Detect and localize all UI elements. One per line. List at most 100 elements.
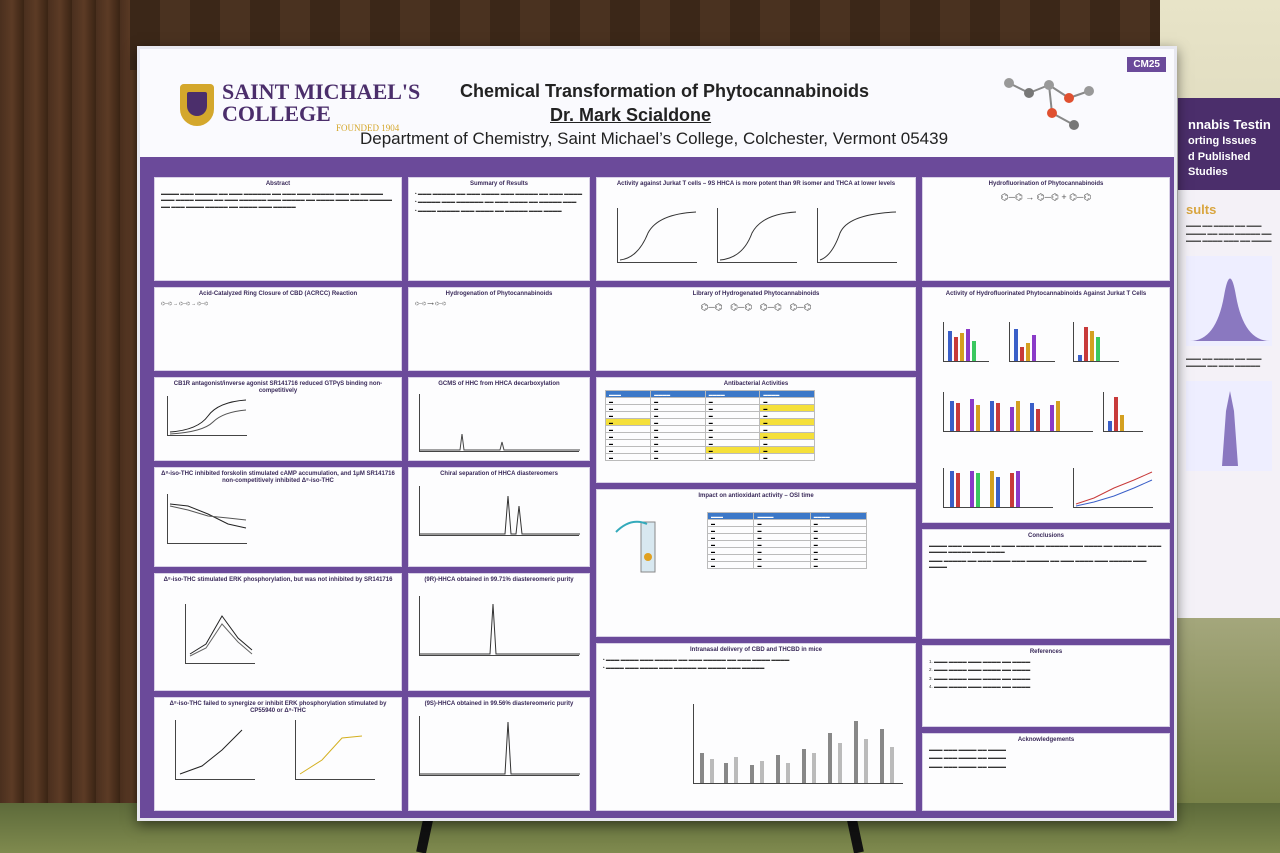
bar <box>734 757 738 783</box>
atp-48h-graph <box>1009 322 1055 362</box>
bar <box>950 471 954 507</box>
bar <box>724 763 728 783</box>
panel-text: ⌬─⌬ ⌬─⌬ ⌬─⌬ ⌬─⌬ <box>700 302 812 313</box>
bar <box>1026 343 1030 361</box>
panel-title: Intranasal delivery of CBD and THCBD in … <box>689 647 823 653</box>
bar <box>970 471 974 507</box>
bar <box>786 763 790 783</box>
bar <box>812 753 816 783</box>
panel-title: Antibacterial Activities <box>723 381 789 387</box>
bar <box>776 755 780 783</box>
panel-title: Library of Hydrogenated Phytocannabinoid… <box>692 291 820 297</box>
side-poster-sub1: orting Issues <box>1188 135 1257 148</box>
panel-references: References 1. ▬▬▬ ▬▬▬▬ ▬▬▬ ▬▬▬▬ ▬▬ ▬▬▬▬ … <box>922 645 1170 727</box>
bar <box>854 721 858 783</box>
side-poster-histogram-1 <box>1186 255 1272 346</box>
panel-text: 2. ▬▬▬ ▬▬▬▬ ▬▬▬ ▬▬▬▬ ▬▬ ▬▬▬▬ <box>929 667 1031 673</box>
bar <box>1016 401 1020 431</box>
college-shield-icon <box>180 84 214 126</box>
gcms-spectrum <box>419 394 580 452</box>
panel-title: GCMS of HHC from HHCA decarboxylation <box>438 381 560 387</box>
panel-title: Hydrogenation of Phytocannabinoids <box>445 291 553 297</box>
bar <box>960 333 964 361</box>
poster-header: SAINT MICHAEL'S COLLEGE FOUNDED 1904 Che… <box>140 49 1174 157</box>
bar <box>880 729 884 783</box>
panel-title: Activity against Jurkat T cells – 9S HHC… <box>616 181 896 187</box>
bar <box>1030 403 1034 431</box>
side-poster-text-block-2: ▬▬▬ ▬▬ ▬▬▬▬ ▬▬ ▬▬▬ ▬▬▬▬ ▬▬ ▬▬▬ ▬▬▬▬▬ <box>1186 355 1262 370</box>
poster-title: Chemical Transformation of Phytocannabin… <box>460 81 870 101</box>
bar <box>700 753 704 783</box>
panel-antibacterial: Antibacterial Activities ▬▬▬ ▬▬▬▬ ▬▬▬▬ ▬▬▬▬… <box>596 377 916 483</box>
panel-jurkat: Activity against Jurkat T cells – 9S HHC… <box>596 177 916 281</box>
panel-purity-9r: (9R)-HHCA obtained in 99.71% diastereome… <box>408 573 590 691</box>
panel-hydrogenation: Hydrogenation of Phytocannabinoids ⌬─⌬ ⟶… <box>408 287 590 371</box>
panel-intranasal: Intranasal delivery of CBD and THCBD in … <box>596 643 916 811</box>
panel-title: Δ⁸-iso-THC failed to synergize or inhibi… <box>169 701 387 715</box>
panel-text: 1. ▬▬▬ ▬▬▬▬ ▬▬▬ ▬▬▬▬ ▬▬ ▬▬▬▬ <box>929 659 1031 665</box>
bar <box>890 747 894 783</box>
bar <box>954 337 958 361</box>
bar <box>828 733 832 783</box>
panel-text: ▬▬▬ ▬▬▬ ▬▬▬▬ ▬▬ ▬▬▬▬ <box>929 747 1007 753</box>
panel-title: CB1R antagonist/inverse agonist SR141716… <box>173 381 383 395</box>
bar <box>1108 421 1112 431</box>
bar <box>950 401 954 431</box>
purity-chromatogram-2 <box>419 716 580 776</box>
bar <box>838 743 842 783</box>
panel-acknowledgements: Acknowledgements ▬▬▬ ▬▬▬ ▬▬▬▬ ▬▬ ▬▬▬▬ ▬▬… <box>922 733 1170 811</box>
panel-title: Acid-Catalyzed Ring Closure of CBD (ACRC… <box>198 291 358 297</box>
bar <box>1056 401 1060 431</box>
bar <box>760 761 764 783</box>
panel-title: Activity of Hydrofluorinated Phytocannab… <box>945 291 1147 297</box>
panel-fluorinated-activity: Activity of Hydrofluorinated Phytocannab… <box>922 287 1170 523</box>
bar <box>972 341 976 361</box>
forskolin-graph <box>167 494 247 544</box>
bar <box>1032 335 1036 361</box>
panel-text: • ▬▬▬▬▬ ▬▬▬ ▬▬▬▬▬▬ ▬▬ ▬▬▬ ▬▬▬▬ ▬▬ ▬▬▬▬▬ … <box>415 199 577 205</box>
bar <box>710 759 714 783</box>
panel-hydrofluorination: Hydrofluorination of Phytocannabinoids ⌬… <box>922 177 1170 281</box>
poster-author: Dr. Mark Scialdone <box>550 105 712 125</box>
bar <box>990 471 994 507</box>
bar <box>976 473 980 507</box>
panel-title: Conclusions <box>1027 533 1064 539</box>
bar <box>864 739 868 783</box>
panel-text: ▬▬▬▬ ▬▬▬ ▬▬▬▬▬▬ ▬▬ ▬▬▬ ▬▬▬▬ ▬▬ ▬▬▬▬▬ ▬▬▬… <box>929 543 1162 555</box>
panel-text: ▬▬▬ ▬▬▬ ▬▬▬▬ ▬▬ ▬▬▬▬ <box>929 755 1007 761</box>
panel-antioxidant: Impact on antioxidant activity – OSI tim… <box>596 489 916 637</box>
molecule-icon <box>1004 78 1094 130</box>
panel-text: • ▬▬▬▬ ▬▬▬ ▬▬▬▬ ▬▬▬ ▬▬▬▬▬ ▬▬ ▬▬▬▬ ▬▬▬ ▬▬… <box>603 665 765 671</box>
bar <box>956 473 960 507</box>
panel-library: Library of Hydrogenated Phytocannabinoid… <box>596 287 916 371</box>
panel-conclusions: Conclusions ▬▬▬▬ ▬▬▬ ▬▬▬▬▬▬ ▬▬ ▬▬▬ ▬▬▬▬ … <box>922 529 1170 639</box>
synergize-graph-2 <box>295 720 375 780</box>
panel-title: Impact on antioxidant activity – OSI tim… <box>698 493 814 499</box>
purity-chromatogram-1 <box>419 596 580 656</box>
bar-graph-48h <box>943 468 1053 508</box>
side-poster: nnabis Testin orting Issues d Published … <box>1176 98 1280 618</box>
line-graph <box>1073 468 1153 508</box>
jurkat-graph-3 <box>817 208 897 263</box>
panel-synergize: Δ⁸-iso-THC failed to synergize or inhibi… <box>154 697 402 811</box>
side-poster-text-block: ▬▬▬ ▬▬ ▬▬▬▬ ▬▬ ▬▬▬ ▬▬▬▬ ▬▬ ▬▬▬ ▬▬▬▬▬ ▬▬ … <box>1186 223 1272 245</box>
bar <box>1010 473 1014 507</box>
panel-title: Δ⁸-iso-THC inhibited forskolin stimulate… <box>161 471 395 485</box>
logo-founded: FOUNDED 1904 <box>336 123 400 133</box>
cell-death-graph <box>1073 322 1119 362</box>
bar <box>956 403 960 431</box>
conference-badge: CM25 <box>1127 57 1166 72</box>
bar <box>996 403 1000 431</box>
synergize-graph-1 <box>175 720 255 780</box>
panel-title: Summary of Results <box>469 181 529 187</box>
panel-text: • ▬▬▬ ▬▬▬▬▬ ▬▬ ▬▬▬ ▬▬▬▬ ▬▬▬ ▬▬▬▬▬ ▬▬ ▬▬▬… <box>415 191 583 197</box>
research-poster: SAINT MICHAEL'S COLLEGE FOUNDED 1904 Che… <box>137 46 1177 821</box>
bar <box>990 401 994 431</box>
bar <box>1014 329 1018 361</box>
bar <box>996 477 1000 507</box>
bar <box>976 405 980 431</box>
panel-title: (9S)-HHCA obtained in 99.56% diastereome… <box>424 701 574 707</box>
panel-text: 3. ▬▬▬ ▬▬▬▬ ▬▬▬ ▬▬▬▬ ▬▬ ▬▬▬▬ <box>929 675 1031 681</box>
multi-bar-graph <box>943 392 1093 432</box>
osi-table: ▬▬▬ ▬▬▬▬ ▬▬▬▬ ▬ ▬ ▬ ▬ ▬ ▬ ▬ ▬ ▬ ▬ ▬ ▬ ▬ ▬ ▬ ▬ ▬ ▬ ▬ ▬ ▬ <box>706 512 868 569</box>
